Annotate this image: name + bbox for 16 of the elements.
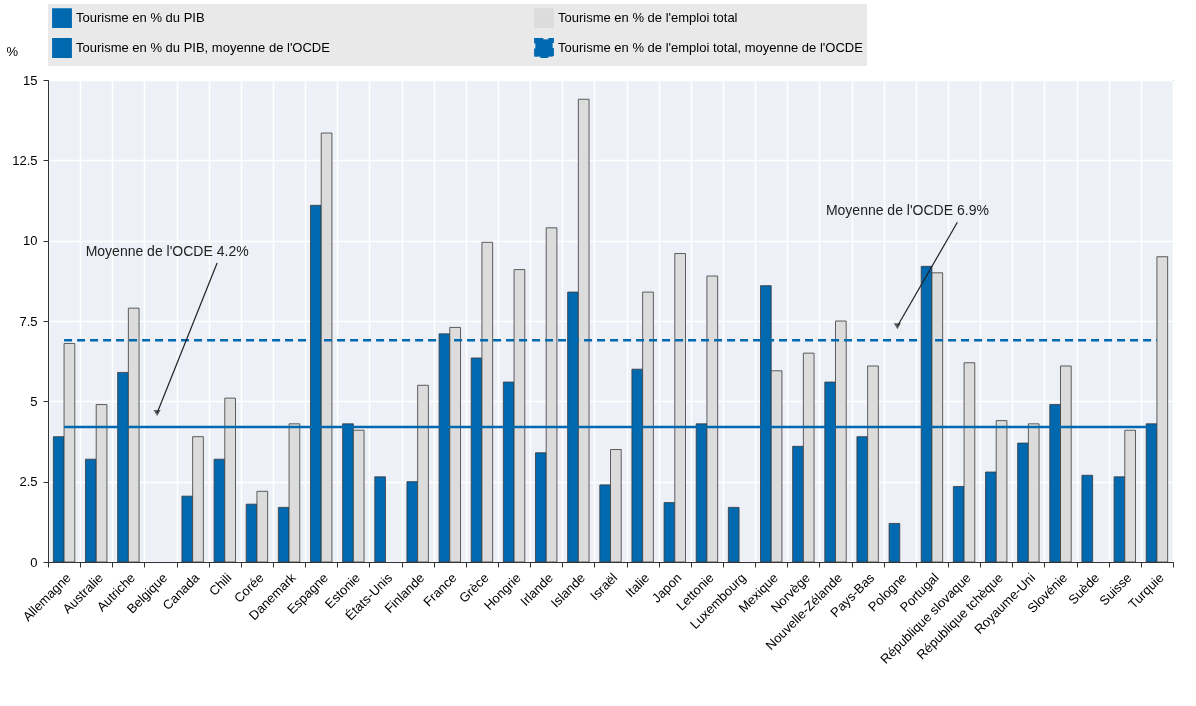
y-tick-label: 12.5 bbox=[12, 152, 38, 168]
y-tick-label: 7.5 bbox=[19, 313, 38, 329]
y-tick-label: 0 bbox=[30, 554, 38, 570]
y-tick-label: 2.5 bbox=[19, 474, 38, 490]
legend-label: Tourisme en % de l'emploi total bbox=[558, 10, 738, 26]
x-tick-label: Italie bbox=[622, 570, 653, 601]
x-tick-label: Chili bbox=[205, 570, 235, 599]
y-tick-label: 5 bbox=[30, 393, 38, 409]
y-axis-title: % bbox=[6, 43, 19, 59]
annotation: Moyenne de l'OCDE 4.2% bbox=[85, 243, 249, 260]
annotation: Moyenne de l'OCDE 6.9% bbox=[825, 202, 989, 219]
legend-label: Tourisme en % de l'emploi total, moyenne de l'OCDE bbox=[558, 40, 864, 55]
y-tick-label: 15 bbox=[23, 72, 38, 88]
legend-label: Tourisme en % du PIB bbox=[76, 10, 205, 26]
y-tick-label: 10 bbox=[23, 233, 38, 249]
legend-label: Tourisme en % du PIB, moyenne de l'OCDE bbox=[76, 40, 331, 55]
